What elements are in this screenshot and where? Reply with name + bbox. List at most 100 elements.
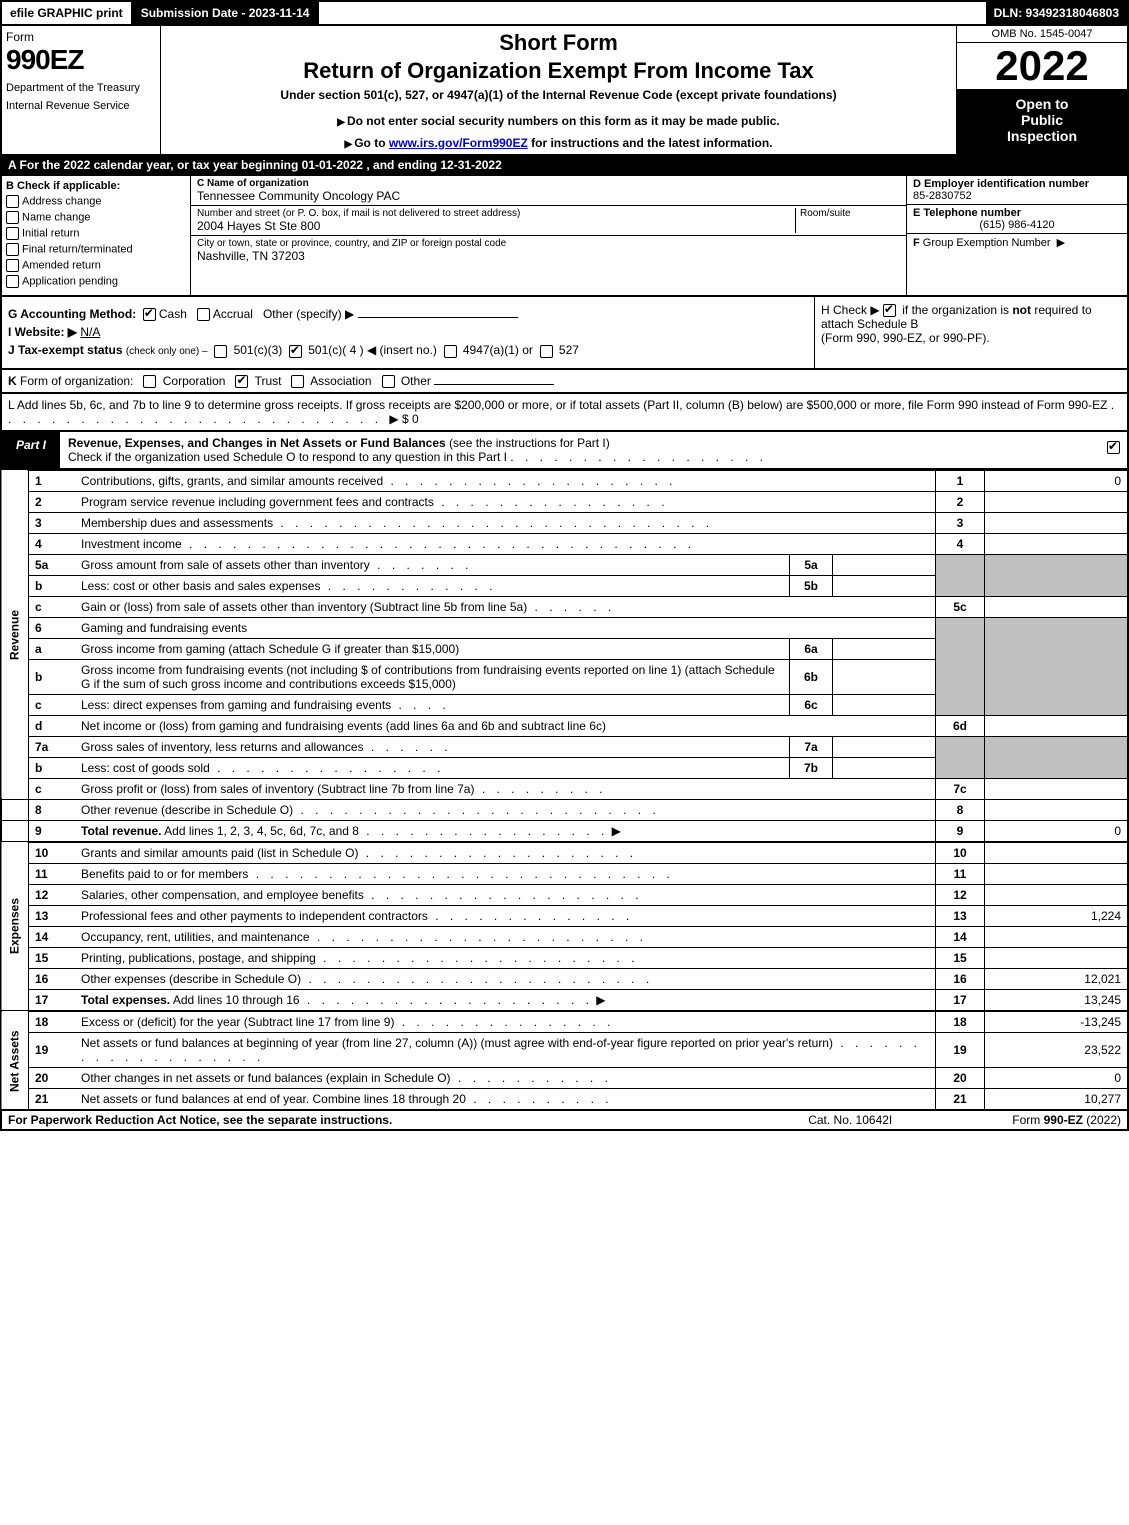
check-label: Amended return	[22, 259, 101, 271]
amount: 23,522	[985, 1032, 1129, 1067]
page-footer: For Paperwork Reduction Act Notice, see …	[0, 1111, 1129, 1131]
table-row: 3 Membership dues and assessments . . . …	[1, 512, 1128, 533]
table-row: 2 Program service revenue including gove…	[1, 491, 1128, 512]
col-gij: G Accounting Method: Cash Accrual Other …	[2, 297, 814, 368]
footer-right-pre: Form	[1012, 1113, 1043, 1127]
line-desc: Total expenses. Add lines 10 through 16 …	[75, 989, 936, 1011]
omb-number: OMB No. 1545-0047	[957, 26, 1127, 43]
other-label: Other (specify) ▶	[263, 307, 354, 321]
section-b: B Check if applicable: Address change Na…	[2, 176, 191, 295]
accrual-label: Accrual	[213, 307, 253, 321]
box-num: 21	[936, 1088, 985, 1110]
top-bar: efile GRAPHIC print Submission Date - 20…	[0, 0, 1129, 24]
ein-label: D Employer identification number	[913, 178, 1121, 190]
short-form-title: Short Form	[169, 30, 948, 56]
linenum: b	[29, 757, 76, 778]
form-header: Form 990EZ Department of the Treasury In…	[0, 24, 1129, 156]
check-corporation[interactable]	[143, 375, 156, 388]
linenum: 21	[29, 1088, 76, 1110]
inner-amount	[833, 659, 936, 694]
efile-label[interactable]: efile GRAPHIC print	[2, 2, 133, 24]
expenses-sidelabel: Expenses	[1, 842, 29, 1011]
section-bcdef: B Check if applicable: Address change Na…	[0, 176, 1129, 297]
check-other-org[interactable]	[382, 375, 395, 388]
h-text2: if the organization is	[902, 303, 1012, 317]
check-accrual[interactable]	[197, 308, 210, 321]
linenum: 15	[29, 947, 76, 968]
shade	[936, 736, 985, 778]
check-final-return[interactable]: Final return/terminated	[6, 243, 186, 256]
line-l-text: L Add lines 5b, 6c, and 7b to line 9 to …	[8, 398, 1107, 412]
h-not: not	[1012, 303, 1031, 317]
table-row: c Gross profit or (loss) from sales of i…	[1, 778, 1128, 799]
shade-amount	[985, 736, 1129, 778]
goto-link[interactable]: www.irs.gov/Form990EZ	[389, 136, 528, 150]
check-501c[interactable]	[289, 345, 302, 358]
linenum: 9	[29, 820, 76, 842]
check-label: Application pending	[22, 275, 118, 287]
inner-label: 5a	[790, 554, 833, 575]
inner-label: 7b	[790, 757, 833, 778]
shade	[936, 554, 985, 596]
shade	[936, 617, 985, 715]
check-cash[interactable]	[143, 308, 156, 321]
street-label: Number and street (or P. O. box, if mail…	[197, 208, 795, 219]
line-desc: Investment income . . . . . . . . . . . …	[75, 533, 936, 554]
amount	[985, 799, 1129, 820]
department-label: Department of the Treasury	[6, 82, 156, 94]
check-527[interactable]	[540, 345, 553, 358]
linenum: 4	[29, 533, 76, 554]
check-trust[interactable]	[235, 375, 248, 388]
amount	[985, 947, 1129, 968]
linenum: 2	[29, 491, 76, 512]
check-501c3[interactable]	[214, 345, 227, 358]
linenum: 13	[29, 905, 76, 926]
shade-amount	[985, 554, 1129, 596]
city-value: Nashville, TN 37203	[197, 249, 900, 263]
goto-line: Go to www.irs.gov/Form990EZ for instruct…	[169, 136, 948, 150]
line-desc: Other expenses (describe in Schedule O) …	[75, 968, 936, 989]
street-value: 2004 Hayes St Ste 800	[197, 219, 795, 233]
line-desc: Printing, publications, postage, and shi…	[75, 947, 936, 968]
linenum: 14	[29, 926, 76, 947]
table-row: 14 Occupancy, rent, utilities, and maint…	[1, 926, 1128, 947]
inner-label: 5b	[790, 575, 833, 596]
line-a: A For the 2022 calendar year, or tax yea…	[0, 156, 1129, 176]
check-association[interactable]	[291, 375, 304, 388]
part1-title-sub: (see the instructions for Part I)	[449, 436, 610, 450]
section-h: H Check ▶ if the organization is not req…	[814, 297, 1127, 368]
line-desc: Less: cost of goods sold . . . . . . . .…	[75, 757, 790, 778]
part1-checkbox[interactable]	[1103, 432, 1127, 468]
amount	[985, 715, 1129, 736]
check-name-change[interactable]: Name change	[6, 211, 186, 224]
line-desc: Gross profit or (loss) from sales of inv…	[75, 778, 936, 799]
box-num: 9	[936, 820, 985, 842]
check-initial-return[interactable]: Initial return	[6, 227, 186, 240]
box-num: 6d	[936, 715, 985, 736]
org-name: Tennessee Community Oncology PAC	[197, 189, 900, 203]
amount: 0	[985, 820, 1129, 842]
box-num: 10	[936, 842, 985, 864]
box-num: 8	[936, 799, 985, 820]
under-section: Under section 501(c), 527, or 4947(a)(1)…	[169, 88, 948, 102]
inner-amount	[833, 757, 936, 778]
blank	[1, 799, 29, 820]
linenum: d	[29, 715, 76, 736]
do-not-text: Do not enter social security numbers on …	[347, 114, 780, 128]
amount: -13,245	[985, 1011, 1129, 1033]
check-application-pending[interactable]: Application pending	[6, 275, 186, 288]
amount: 13,245	[985, 989, 1129, 1011]
table-row: c Gain or (loss) from sale of assets oth…	[1, 596, 1128, 617]
check-4947[interactable]	[444, 345, 457, 358]
check-schedule-b[interactable]	[883, 304, 896, 317]
table-row: 16 Other expenses (describe in Schedule …	[1, 968, 1128, 989]
check-address-change[interactable]: Address change	[6, 195, 186, 208]
table-row: 5a Gross amount from sale of assets othe…	[1, 554, 1128, 575]
check-amended-return[interactable]: Amended return	[6, 259, 186, 272]
return-title: Return of Organization Exempt From Incom…	[169, 58, 948, 84]
line-desc: Grants and similar amounts paid (list in…	[75, 842, 936, 864]
footer-catno: Cat. No. 10642I	[808, 1113, 892, 1127]
line-desc: Less: cost or other basis and sales expe…	[75, 575, 790, 596]
header-center: Short Form Return of Organization Exempt…	[161, 26, 956, 154]
line-l-amount: ▶ $ 0	[389, 412, 418, 426]
